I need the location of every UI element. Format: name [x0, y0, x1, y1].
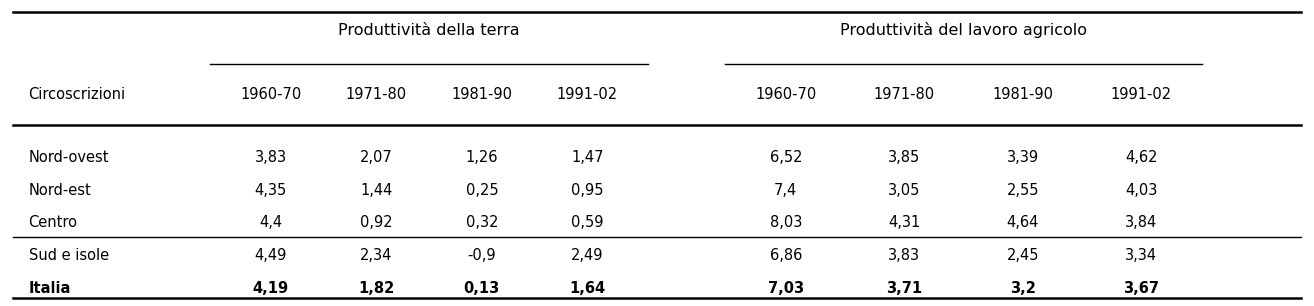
Text: 6,86: 6,86: [770, 248, 802, 263]
Text: 4,49: 4,49: [255, 248, 286, 263]
Text: 1,64: 1,64: [569, 281, 606, 296]
Text: 0,95: 0,95: [572, 183, 603, 198]
Text: 2,49: 2,49: [572, 248, 603, 263]
Text: 4,64: 4,64: [1007, 215, 1039, 230]
Text: 3,67: 3,67: [1123, 281, 1159, 296]
Text: 2,07: 2,07: [360, 150, 393, 165]
Text: 1991-02: 1991-02: [1110, 88, 1172, 103]
Text: 2,55: 2,55: [1007, 183, 1039, 198]
Text: 8,03: 8,03: [770, 215, 802, 230]
Text: 1981-90: 1981-90: [452, 88, 512, 103]
Text: 3,84: 3,84: [1125, 215, 1158, 230]
Text: 4,03: 4,03: [1125, 183, 1158, 198]
Text: 1,82: 1,82: [359, 281, 394, 296]
Text: 1,44: 1,44: [360, 183, 393, 198]
Text: -0,9: -0,9: [468, 248, 497, 263]
Text: 6,52: 6,52: [770, 150, 802, 165]
Text: 0,59: 0,59: [572, 215, 603, 230]
Text: 4,19: 4,19: [252, 281, 289, 296]
Text: 7,03: 7,03: [767, 281, 804, 296]
Text: 3,2: 3,2: [1009, 281, 1035, 296]
Text: Nord-est: Nord-est: [29, 183, 92, 198]
Text: 1960-70: 1960-70: [756, 88, 816, 103]
Text: 3,05: 3,05: [888, 183, 920, 198]
Text: Italia: Italia: [29, 281, 71, 296]
Text: 3,83: 3,83: [255, 150, 286, 165]
Text: 4,35: 4,35: [255, 183, 286, 198]
Text: 1971-80: 1971-80: [874, 88, 934, 103]
Text: 4,62: 4,62: [1125, 150, 1158, 165]
Text: 3,85: 3,85: [888, 150, 920, 165]
Text: Produttività della terra: Produttività della terra: [338, 23, 520, 38]
Text: 3,39: 3,39: [1007, 150, 1039, 165]
Text: 0,25: 0,25: [465, 183, 498, 198]
Text: 0,32: 0,32: [465, 215, 498, 230]
Text: Produttività del lavoro agricolo: Produttività del lavoro agricolo: [840, 22, 1087, 38]
Text: 2,34: 2,34: [360, 248, 393, 263]
Text: Sud e isole: Sud e isole: [29, 248, 109, 263]
Text: Nord-ovest: Nord-ovest: [29, 150, 109, 165]
Text: 0,92: 0,92: [360, 215, 393, 230]
Text: 4,31: 4,31: [888, 215, 920, 230]
Text: 7,4: 7,4: [774, 183, 798, 198]
Text: 1960-70: 1960-70: [240, 88, 301, 103]
Text: 3,71: 3,71: [886, 281, 922, 296]
Text: 1,47: 1,47: [572, 150, 603, 165]
Text: 0,13: 0,13: [464, 281, 501, 296]
Text: 2,45: 2,45: [1007, 248, 1039, 263]
Text: Circoscrizioni: Circoscrizioni: [29, 88, 126, 103]
Text: 3,83: 3,83: [888, 248, 920, 263]
Text: 1991-02: 1991-02: [557, 88, 618, 103]
Text: Centro: Centro: [29, 215, 78, 230]
Text: 1981-90: 1981-90: [992, 88, 1054, 103]
Text: 1971-80: 1971-80: [346, 88, 407, 103]
Text: 3,34: 3,34: [1125, 248, 1158, 263]
Text: 1,26: 1,26: [465, 150, 498, 165]
Text: 4,4: 4,4: [259, 215, 283, 230]
